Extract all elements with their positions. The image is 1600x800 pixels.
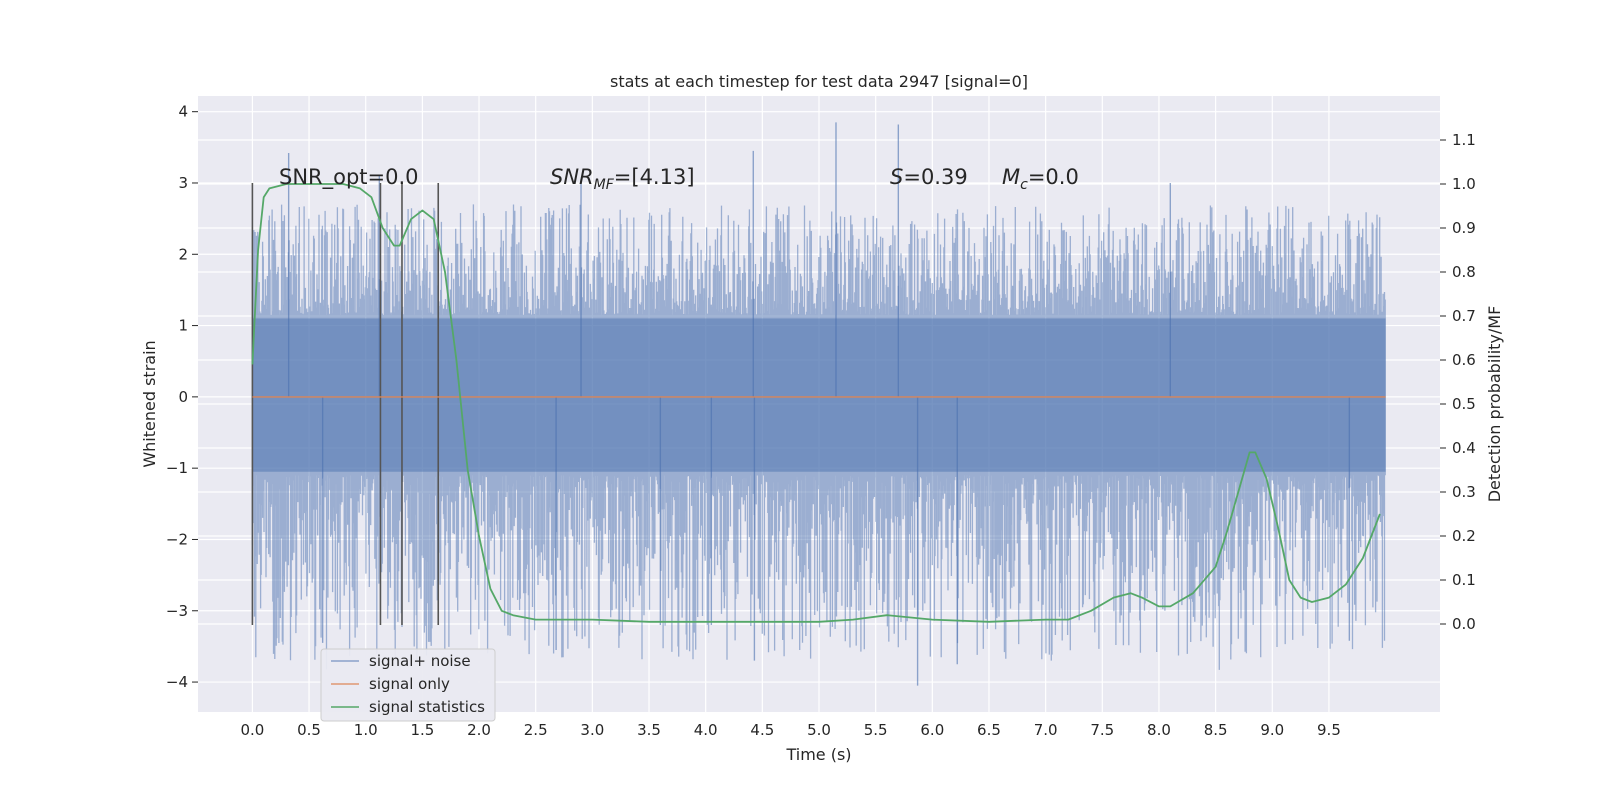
x-tick-label: 3.0 bbox=[580, 721, 604, 739]
annotation-s: S=0.39 bbox=[890, 165, 968, 189]
y-tick-label-right: 0.8 bbox=[1452, 263, 1476, 281]
mc-value: =0.0 bbox=[1028, 165, 1079, 189]
y-tick-label-left: 2 bbox=[178, 245, 188, 263]
x-tick-label: 8.0 bbox=[1147, 721, 1171, 739]
x-tick-label: 1.5 bbox=[410, 721, 434, 739]
x-tick-label: 0.0 bbox=[240, 721, 264, 739]
legend-box bbox=[320, 648, 496, 722]
noise-core-band bbox=[252, 318, 1386, 472]
y-tick-label-left: 0 bbox=[178, 388, 188, 406]
annotation-snr-opt: SNR_opt=0.0 bbox=[279, 165, 419, 190]
y-tick-label-left: −1 bbox=[166, 459, 188, 477]
x-tick-label: 4.0 bbox=[694, 721, 718, 739]
x-tick-label: 2.5 bbox=[524, 721, 548, 739]
y-tick-label-left: −4 bbox=[166, 673, 188, 691]
y-tick-label-left: 1 bbox=[178, 317, 188, 335]
x-tick-label: 4.5 bbox=[750, 721, 774, 739]
s-value: =0.39 bbox=[903, 165, 967, 189]
x-axis-label: Time (s) bbox=[785, 745, 851, 764]
legend-label-signal-only: signal only bbox=[369, 675, 450, 693]
x-tick-label: 8.5 bbox=[1204, 721, 1228, 739]
vertical-markers bbox=[251, 182, 440, 626]
x-tick-label: 0.5 bbox=[297, 721, 321, 739]
snr-mf-subscript: MF bbox=[594, 177, 615, 193]
x-tick-label: 5.0 bbox=[807, 721, 831, 739]
x-tick-label: 2.0 bbox=[467, 721, 491, 739]
x-tick-label: 7.5 bbox=[1090, 721, 1114, 739]
y-tick-label-right: 0.6 bbox=[1452, 351, 1476, 369]
mc-subscript: c bbox=[1020, 177, 1028, 193]
y-tick-label-right: 0.5 bbox=[1452, 395, 1476, 413]
chart-title: stats at each timestep for test data 294… bbox=[610, 72, 1028, 91]
annotation-mc: Mc=0.0 bbox=[1002, 165, 1079, 193]
x-tick-label: 9.0 bbox=[1260, 721, 1284, 739]
y-tick-label-right: 0.2 bbox=[1452, 527, 1476, 545]
x-tick-label: 7.0 bbox=[1034, 721, 1058, 739]
y-tick-label-left: 3 bbox=[178, 174, 188, 192]
y-tick-label-right: 0.7 bbox=[1452, 307, 1476, 325]
y-tick-label-right: 1.1 bbox=[1452, 131, 1476, 149]
series-signal-plus-noise bbox=[251, 122, 1386, 686]
ticks: 0.0 0.5 1.0 1.5 2.0 2.5 3.0 3.5 4.0 4.5 5.0 5.5 6.0 6… bbox=[166, 103, 1476, 739]
snr-mf-symbol: SNR bbox=[550, 165, 594, 189]
y-tick-label-left: 4 bbox=[178, 103, 188, 121]
legend-label-signal-statistics: signal statistics bbox=[369, 698, 485, 716]
x-tick-label: 3.5 bbox=[637, 721, 661, 739]
annotation-snr-mf: SNRMF=[4.13] bbox=[550, 165, 695, 193]
snr-mf-value: =[4.13] bbox=[614, 165, 695, 189]
y-axis-label-left: Whitened strain bbox=[140, 340, 159, 467]
y-tick-label-right: 1.0 bbox=[1452, 175, 1476, 193]
y-tick-label-right: 0.1 bbox=[1452, 571, 1476, 589]
x-tick-label: 5.5 bbox=[864, 721, 888, 739]
y-tick-label-right: 0.3 bbox=[1452, 483, 1476, 501]
y-tick-label-right: 0.4 bbox=[1452, 439, 1476, 457]
series-lines bbox=[251, 183, 1386, 623]
x-tick-label: 6.0 bbox=[920, 721, 944, 739]
y-tick-label-right: 0.0 bbox=[1452, 615, 1476, 633]
x-tick-label: 1.0 bbox=[354, 721, 378, 739]
y-tick-label-right: 0.9 bbox=[1452, 219, 1476, 237]
x-tick-label: 9.5 bbox=[1317, 721, 1341, 739]
signal-statistics-line bbox=[251, 183, 1381, 623]
y-tick-label-left: −2 bbox=[166, 530, 188, 548]
mc-symbol: M bbox=[1002, 165, 1020, 189]
s-symbol: S bbox=[890, 165, 903, 189]
legend: signal+ noise signal only signal statist… bbox=[320, 648, 496, 722]
x-tick-label: 6.5 bbox=[977, 721, 1001, 739]
y-tick-label-left: −3 bbox=[166, 602, 188, 620]
legend-label-signal-plus-noise: signal+ noise bbox=[369, 652, 471, 670]
y-axis-label-right: Detection probability/MF bbox=[1485, 306, 1504, 503]
